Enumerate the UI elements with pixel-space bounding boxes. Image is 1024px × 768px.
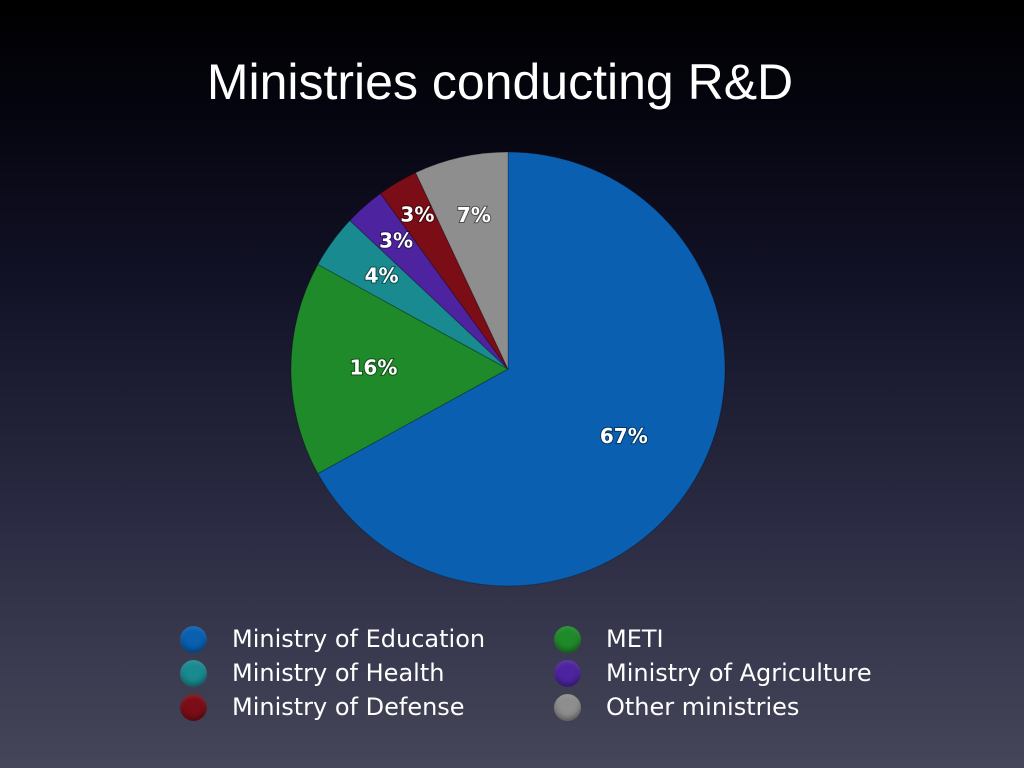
legend-item-health: Ministry of Health bbox=[180, 656, 554, 690]
legend-swatch bbox=[554, 625, 581, 653]
legend-swatch bbox=[554, 659, 581, 687]
legend-label: Ministry of Health bbox=[232, 659, 445, 687]
legend-item-other: Other ministries bbox=[554, 690, 900, 724]
slice-label-other: 7% bbox=[457, 203, 491, 227]
legend-item-education: Ministry of Education bbox=[180, 622, 554, 656]
slice-label-education: 67% bbox=[600, 424, 648, 448]
pie-slice-labels: 67% 16% 4% 3% 3% 7% bbox=[349, 201, 649, 449]
pie-slice-education bbox=[317, 151, 726, 587]
pie-slice-health bbox=[317, 219, 509, 370]
legend-swatch bbox=[180, 625, 207, 653]
pie-slices bbox=[290, 151, 726, 587]
legend-swatch bbox=[554, 693, 581, 721]
legend-item-defense: Ministry of Defense bbox=[180, 690, 554, 724]
pie-slice-other bbox=[414, 151, 509, 370]
slice-label-health: 4% bbox=[365, 264, 399, 288]
legend-item-agriculture: Ministry of Agriculture bbox=[554, 656, 900, 690]
legend-label: Ministry of Defense bbox=[232, 693, 465, 721]
legend: Ministry of Education METI Ministry of H… bbox=[180, 622, 900, 724]
pie-slice-meti bbox=[290, 263, 510, 475]
pie-chart: 67% 16% 4% 3% 3% 7% bbox=[290, 151, 726, 587]
slice-label-defense: 3% bbox=[400, 202, 434, 226]
pie-slice-defense bbox=[379, 171, 509, 370]
legend-swatch bbox=[180, 659, 207, 687]
pie-slice-agriculture bbox=[349, 192, 509, 370]
slide-title: Ministries conducting R&D bbox=[206, 54, 794, 110]
legend-item-meti: METI bbox=[554, 622, 900, 656]
legend-label: Ministry of Education bbox=[232, 625, 486, 653]
legend-label: METI bbox=[606, 625, 664, 653]
slice-label-meti: 16% bbox=[350, 356, 398, 380]
legend-label: Other ministries bbox=[606, 693, 800, 721]
legend-swatch bbox=[180, 693, 207, 721]
legend-label: Ministry of Agriculture bbox=[606, 659, 872, 687]
slice-label-agriculture: 3% bbox=[379, 229, 413, 253]
